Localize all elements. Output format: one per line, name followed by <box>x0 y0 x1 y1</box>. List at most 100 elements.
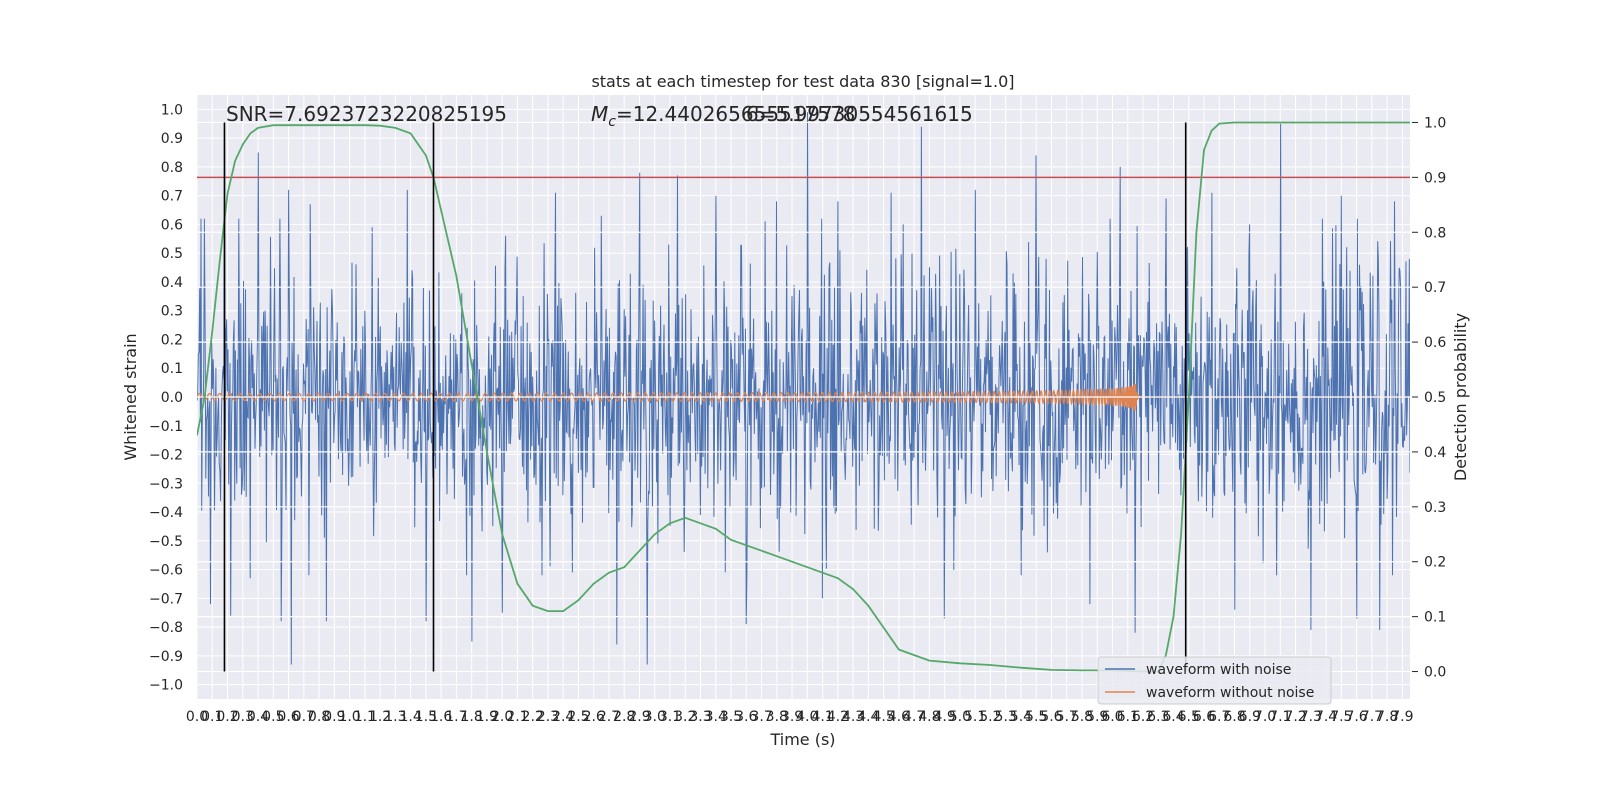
x-tick-label: 5.9 <box>1086 709 1108 725</box>
y-tick-label: 0.1 <box>161 361 183 377</box>
y-tick-label: −0.1 <box>149 419 183 435</box>
x-tick-label: 1.2 <box>369 709 391 725</box>
x-tick-label: 7.4 <box>1315 709 1337 725</box>
x-tick-label: 1.0 <box>338 709 360 725</box>
x-tick-label: 5.6 <box>1040 709 1062 725</box>
x-tick-label: 6.5 <box>1178 709 1200 725</box>
x-tick-label: 4.4 <box>857 709 879 725</box>
x-tick-label: 3.4 <box>705 709 727 725</box>
right-tick-label: 0.3 <box>1424 500 1446 516</box>
chirp-mass-symbol: M <box>591 102 608 126</box>
x-tick-label: 3.6 <box>735 709 757 725</box>
x-tick-label: 3.2 <box>674 709 696 725</box>
x-tick-label: 4.5 <box>872 709 894 725</box>
x-tick-label: 7.2 <box>1284 709 1306 725</box>
overlap-annotation: 6=5.99730554561615 <box>746 102 973 126</box>
x-tick-label: 6.9 <box>1239 709 1261 725</box>
x-tick-label: 6.0 <box>1101 709 1123 725</box>
x-tick-label: 7.1 <box>1269 709 1291 725</box>
x-tick-label: 0.9 <box>323 709 345 725</box>
x-tick-label: 5.5 <box>1025 709 1047 725</box>
x-tick-label: 7.0 <box>1254 709 1276 725</box>
x-tick-label: 4.0 <box>796 709 818 725</box>
x-tick-label: 1.6 <box>430 709 452 725</box>
chirp-mass-subscript: c <box>608 114 616 130</box>
x-tick-label: 2.4 <box>552 709 574 725</box>
y-tick-label: 0.4 <box>161 275 183 291</box>
y-axis-label: Whitened strain <box>121 333 140 460</box>
x-tick-label: 1.7 <box>445 709 467 725</box>
x-tick-label: 7.8 <box>1376 709 1398 725</box>
right-tick-label: 1.0 <box>1424 115 1446 131</box>
right-tick-label: 0.9 <box>1424 170 1446 186</box>
x-tick-label: 4.2 <box>827 709 849 725</box>
x-tick-label: 6.2 <box>1132 709 1154 725</box>
y-tick-label: 0.3 <box>161 304 183 320</box>
x-tick-label: 0.7 <box>293 709 315 725</box>
x-tick-label: 7.9 <box>1391 709 1413 725</box>
x-tick-label: 0.2 <box>216 709 238 725</box>
right-tick-label: 0.4 <box>1424 445 1446 461</box>
x-tick-label: 5.7 <box>1056 709 1078 725</box>
x-tick-label: 1.3 <box>384 709 406 725</box>
right-tick-label: 0.2 <box>1424 555 1446 571</box>
x-tick-label: 0.3 <box>232 709 254 725</box>
x-tick-label: 7.6 <box>1345 709 1367 725</box>
x-tick-label: 4.8 <box>918 709 940 725</box>
x-tick-label: 4.9 <box>934 709 956 725</box>
x-axis-label: Time (s) <box>769 730 835 749</box>
x-tick-label: 2.8 <box>613 709 635 725</box>
legend-label-noise: waveform with noise <box>1146 662 1291 678</box>
x-tick-label: 1.5 <box>415 709 437 725</box>
chirp-mass-value: =12.440265655517578 <box>616 102 855 126</box>
y-tick-label: 0.8 <box>161 160 183 176</box>
x-tick-label: 2.0 <box>491 709 513 725</box>
x-tick-label: 0.4 <box>247 709 269 725</box>
x-tick-label: 2.1 <box>506 709 528 725</box>
right-axis-ticks: 1.0 0.9 0.8 0.7 0.6 0.5 0.4 0.3 0.2 0.1 0.0 <box>1412 115 1446 681</box>
x-tick-label: 0.8 <box>308 709 330 725</box>
x-tick-label: 5.4 <box>1010 709 1032 725</box>
snr-annotation: SNR=7.6923723220825195 <box>226 102 507 126</box>
x-tick-label: 5.8 <box>1071 709 1093 725</box>
x-tick-label: 1.8 <box>461 709 483 725</box>
x-tick-label: 7.7 <box>1361 709 1383 725</box>
y-tick-label: −0.5 <box>149 534 183 550</box>
right-axis-label: Detection probability <box>1451 313 1470 481</box>
x-tick-label: 3.8 <box>766 709 788 725</box>
y-tick-label: −0.2 <box>149 448 183 464</box>
x-tick-label: 2.6 <box>583 709 605 725</box>
x-tick-label: 1.4 <box>399 709 421 725</box>
x-tick-label: 4.7 <box>903 709 925 725</box>
x-tick-label: 3.3 <box>689 709 711 725</box>
y-tick-label: −0.3 <box>149 476 183 492</box>
x-tick-label: 6.3 <box>1147 709 1169 725</box>
y-tick-label: 0.7 <box>161 189 183 205</box>
x-tick-label: 5.3 <box>995 709 1017 725</box>
x-tick-label: 6.8 <box>1223 709 1245 725</box>
y-tick-label: 0.5 <box>161 246 183 262</box>
y-tick-label: −0.9 <box>149 649 183 665</box>
x-tick-label: 2.5 <box>567 709 589 725</box>
x-tick-label: 1.9 <box>476 709 498 725</box>
x-tick-label: 3.5 <box>720 709 742 725</box>
x-tick-label: 5.1 <box>964 709 986 725</box>
x-tick-label: 4.3 <box>842 709 864 725</box>
y-tick-label: 0.2 <box>161 332 183 348</box>
x-tick-label: 3.1 <box>659 709 681 725</box>
x-tick-label: 6.7 <box>1208 709 1230 725</box>
chirp-mass-annotation: Mc=12.440265655517578 <box>591 102 855 130</box>
y-tick-label: −0.8 <box>149 620 183 636</box>
y-tick-label: −0.4 <box>149 505 183 521</box>
x-tick-label: 6.6 <box>1193 709 1215 725</box>
right-tick-label: 0.7 <box>1424 280 1446 296</box>
legend-box <box>1097 656 1332 705</box>
x-tick-label: 3.9 <box>781 709 803 725</box>
x-tick-label: 6.1 <box>1117 709 1139 725</box>
x-tick-label: 1.1 <box>354 709 376 725</box>
y-tick-label: −1.0 <box>149 678 183 694</box>
series-waveform-with-noise <box>197 112 1410 665</box>
right-tick-label: 0.8 <box>1424 225 1446 241</box>
x-tick-label: 4.1 <box>811 709 833 725</box>
